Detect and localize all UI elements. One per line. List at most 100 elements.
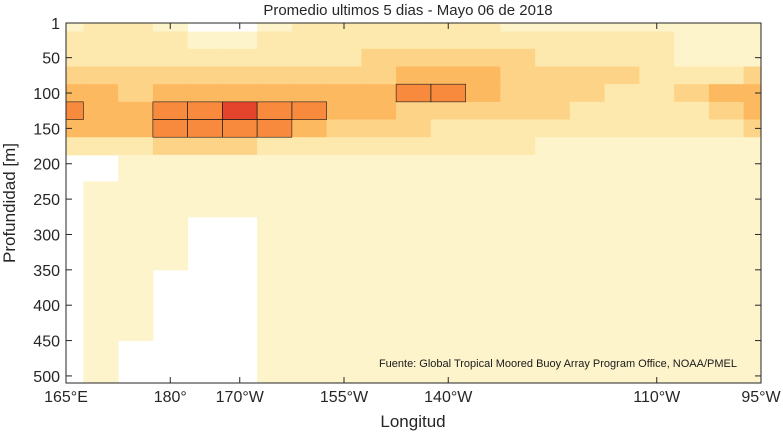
- contour-cell: [569, 31, 606, 50]
- contour-cell: [708, 101, 745, 121]
- contour-cell: [187, 154, 223, 182]
- contour-cell: [152, 101, 189, 121]
- contour-cell: [326, 31, 362, 50]
- contour-cell: [187, 119, 223, 138]
- contour-cell: [222, 101, 258, 121]
- contour-cell: [291, 48, 328, 67]
- contour-cell: [118, 31, 154, 50]
- contour-cell: [257, 48, 293, 67]
- contour-cell: [361, 119, 397, 138]
- contour-cell: [187, 31, 223, 50]
- contour-cell: [291, 181, 328, 218]
- contour-cell: [291, 31, 328, 50]
- contour-cell: [604, 66, 640, 85]
- contour-cell: [604, 31, 640, 50]
- contour-cell: [465, 340, 501, 383]
- contour-cell: [66, 48, 84, 67]
- y-tick-label: 450: [33, 334, 60, 351]
- contour-cell: [674, 84, 710, 103]
- contour-cell: [604, 84, 640, 103]
- contour-cell: [535, 31, 571, 50]
- contour-cell: [569, 101, 606, 121]
- contour-cell: [430, 101, 467, 121]
- contour-cell: [500, 31, 536, 50]
- contour-cell: [639, 154, 675, 182]
- y-tick-label: 250: [33, 192, 60, 209]
- contour-cell: [83, 340, 119, 383]
- contour-cell: [569, 119, 606, 138]
- contour-cell: [152, 137, 189, 156]
- contour-cell: [430, 154, 467, 182]
- contour-cell: [535, 66, 571, 85]
- contour-cell: [326, 269, 362, 342]
- contour-cell: [500, 66, 536, 85]
- contour-cell: [430, 48, 467, 67]
- contour-cell: [326, 48, 362, 67]
- contour-cell: [430, 119, 467, 138]
- contour-cell: [291, 101, 328, 121]
- contour-cell: [152, 119, 189, 138]
- contour-cell: [674, 137, 710, 156]
- contour-cell: [465, 137, 501, 156]
- contour-cell: [326, 101, 362, 121]
- contour-cell: [500, 269, 536, 342]
- x-tick-label: 165°E: [44, 389, 88, 406]
- contour-cell: [326, 137, 362, 156]
- contour-cell: [83, 84, 119, 103]
- contour-cell: [465, 31, 501, 50]
- contour-cell: [604, 101, 640, 121]
- contour-cell: [500, 48, 536, 67]
- contour-cell: [361, 137, 397, 156]
- contour-cell: [291, 154, 328, 182]
- contour-cell: [569, 181, 606, 218]
- contour-cell: [257, 181, 293, 218]
- contour-cell: [535, 119, 571, 138]
- contour-cell: [152, 48, 189, 67]
- contour-cell: [465, 216, 501, 271]
- contour-cell: [639, 119, 675, 138]
- contour-cell: [66, 137, 84, 156]
- contour-cell: [500, 84, 536, 103]
- contour-cell: [604, 137, 640, 156]
- contour-cell: [743, 66, 761, 85]
- contour-cell: [396, 137, 432, 156]
- contour-cell: [430, 269, 467, 342]
- contour-cell: [396, 23, 432, 32]
- contour-cell: [187, 84, 223, 103]
- contour-cell: [604, 216, 640, 271]
- contour-cell: [152, 31, 189, 50]
- plot-frame: [65, 22, 762, 384]
- contour-cell: [187, 137, 223, 156]
- contour-cell: [326, 340, 362, 383]
- contour-cell: [291, 137, 328, 156]
- contour-cell: [326, 154, 362, 182]
- contour-cell: [674, 340, 710, 383]
- contour-cell: [500, 101, 536, 121]
- contour-cell: [83, 31, 119, 50]
- y-tick-label: 50: [42, 51, 60, 68]
- contour-cell: [708, 340, 745, 383]
- x-axis: 165°E 180° 170°W 155°W 140°W 110°W 95°W: [44, 23, 782, 406]
- x-tick-label: 155°W: [320, 389, 369, 406]
- contour-cell: [465, 269, 501, 342]
- contour-cell: [569, 154, 606, 182]
- contour-cell: [535, 48, 571, 67]
- contour-outline: [291, 101, 327, 120]
- contour-cell: [66, 66, 84, 85]
- contour-outlines: [66, 83, 466, 138]
- contour-cell: [187, 181, 223, 218]
- contour-cell: [569, 66, 606, 85]
- contour-cell: [118, 216, 154, 271]
- contour-cell: [257, 119, 293, 138]
- contour-cell: [66, 119, 84, 138]
- contour-cell: [361, 269, 397, 342]
- contour-cell: [430, 137, 467, 156]
- contour-cell: [118, 137, 154, 156]
- contour-cell: [118, 84, 154, 103]
- contour-cell: [708, 48, 745, 67]
- contour-cell: [500, 154, 536, 182]
- contour-cell: [639, 216, 675, 271]
- contour-cell: [639, 31, 675, 50]
- y-tick-label: 400: [33, 298, 60, 315]
